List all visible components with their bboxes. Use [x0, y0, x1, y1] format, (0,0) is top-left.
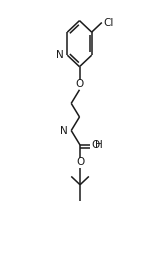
Text: O: O [75, 79, 84, 89]
Text: N: N [56, 50, 64, 60]
Text: O: O [91, 140, 99, 149]
Text: Cl: Cl [103, 18, 114, 27]
Text: O: O [76, 157, 84, 168]
Text: N: N [60, 126, 68, 135]
Text: H: H [95, 140, 103, 149]
